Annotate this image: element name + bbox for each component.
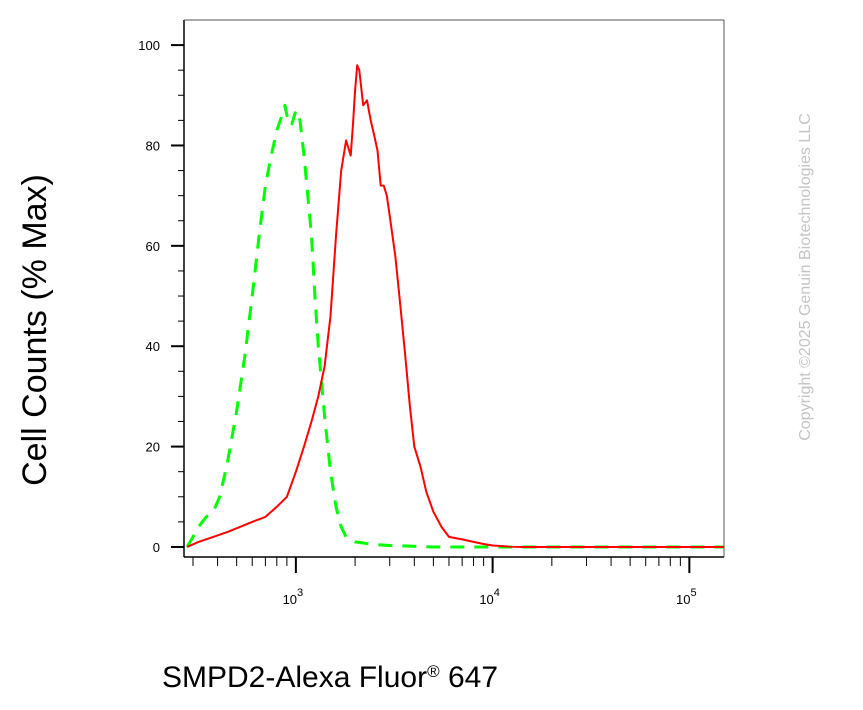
y-tick-label: 0 [153,540,160,555]
series-layer [185,64,724,549]
copyright-watermark: Copyright ©2025 Genuin Biotechnologies L… [797,113,814,441]
x-tick-label: 103 [283,587,304,607]
y-tick-label: 40 [146,339,160,354]
x-axis-ticks: 103 104 105 [192,557,697,607]
y-tick-label: 20 [146,440,160,455]
plot-frame [183,19,725,558]
series-line-red-solid [186,64,724,548]
x-tick-label: 104 [479,587,500,607]
x-axis-label-suffix: 647 [440,661,498,694]
x-tick-label: 105 [676,587,697,607]
x-axis-label-mark: ® [427,662,440,681]
x-axis-label: SMPD2-Alexa Fluor® 647 [162,661,498,694]
y-tick-label: 100 [138,38,160,53]
y-tick-label: 60 [146,239,160,254]
series-line-green-dashed [185,103,724,549]
y-tick-label: 80 [146,138,160,153]
y-axis-label: Cell Counts (% Max) [16,174,54,486]
x-axis-label-main: SMPD2-Alexa Fluor [162,661,427,694]
y-axis-ticks: 0 20 40 60 80 100 [138,38,184,555]
